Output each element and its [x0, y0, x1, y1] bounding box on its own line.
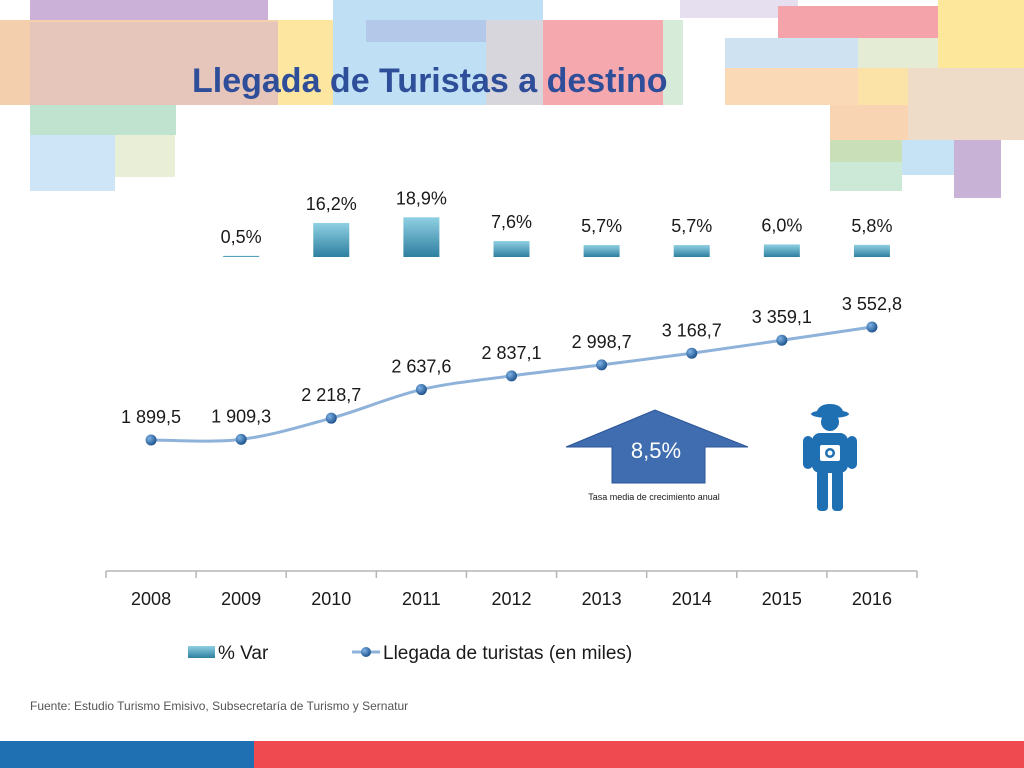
- decor-block: [858, 38, 938, 68]
- bar-data-label: 7,6%: [491, 212, 532, 232]
- legend: % Var Llegada de turistas (en miles): [188, 643, 632, 664]
- chart-area: 0,5% 16,2% 18,9% 7,6% 5,7% 5,7% 6,0% 5,8% 1 899…: [105, 188, 918, 664]
- decor-block: [830, 105, 908, 140]
- decor-block: [663, 20, 683, 105]
- decor-block: [680, 0, 798, 18]
- decor-block: [486, 20, 543, 105]
- bar: [763, 244, 800, 257]
- legend-bar-swatch: [188, 646, 215, 658]
- line-marker: [145, 434, 157, 446]
- bar-data-label: 18,9%: [396, 188, 447, 208]
- x-tick-label: 2014: [672, 589, 712, 609]
- bar: [313, 222, 350, 257]
- decor-block: [778, 6, 938, 38]
- decor-block: [954, 140, 1001, 198]
- x-tick-label: 2016: [852, 589, 892, 609]
- line-marker: [686, 347, 698, 359]
- footer-bar-blue: [0, 741, 254, 768]
- line-data-label: 2 837,1: [481, 343, 541, 363]
- bar-data-label: 5,7%: [581, 216, 622, 236]
- line-data-label: 2 637,6: [391, 357, 451, 377]
- bar-data-label: 6,0%: [761, 215, 802, 235]
- x-tick-label: 2015: [762, 589, 802, 609]
- decor-block: [830, 140, 902, 162]
- line-data-label: 2 998,7: [572, 332, 632, 352]
- decor-block: [938, 0, 1024, 68]
- x-tick-label: 2013: [582, 589, 622, 609]
- decor-block: [830, 162, 902, 191]
- bar: [853, 244, 890, 257]
- line-data-label: 2 218,7: [301, 385, 361, 405]
- tourist-icon: [803, 404, 857, 511]
- decor-block: [115, 135, 175, 177]
- line-data-label: 3 552,8: [842, 294, 902, 314]
- line-data-label: 1 899,5: [121, 407, 181, 427]
- x-tick-label: 2012: [491, 589, 531, 609]
- legend-line-marker: [361, 647, 371, 657]
- line-marker: [506, 370, 517, 382]
- line-marker: [776, 334, 788, 346]
- decor-block: [725, 38, 858, 68]
- bar-series: [223, 217, 890, 257]
- x-tick-label: 2010: [311, 589, 351, 609]
- decor-block: [908, 68, 1024, 140]
- decor-block: [30, 135, 115, 191]
- growth-rate-caption: Tasa media de crecimiento anual: [588, 492, 720, 502]
- line-marker: [235, 433, 247, 445]
- line-data-label: 3 359,1: [752, 307, 812, 327]
- line-marker: [415, 384, 427, 396]
- legend-bar-label: % Var: [218, 643, 269, 664]
- decor-block: [30, 0, 268, 22]
- line-marker: [325, 412, 337, 424]
- line-data-label: 1 909,3: [211, 406, 271, 426]
- x-axis-labels: 2008 2009 2010 2011 2012 2013 2014 2015 2016: [131, 589, 892, 609]
- bar-data-labels: 0,5% 16,2% 18,9% 7,6% 5,7% 5,7% 6,0% 5,8%: [221, 188, 893, 246]
- bar-data-label: 5,7%: [671, 216, 712, 236]
- page-title: Llegada de Turistas a destino: [192, 62, 668, 100]
- decor-block: [366, 20, 486, 42]
- decor-block: [30, 105, 176, 135]
- bar: [583, 245, 620, 257]
- growth-arrow: 8,5% Tasa media de crecimiento anual: [565, 409, 749, 502]
- decor-block: [278, 20, 333, 105]
- source-note: Fuente: Estudio Turismo Emisivo, Subsecr…: [30, 699, 409, 713]
- bar: [223, 255, 260, 257]
- decor-block: [30, 22, 278, 105]
- bar: [673, 245, 710, 257]
- bar: [403, 217, 440, 257]
- decor-block: [543, 20, 663, 105]
- decor-block: [902, 140, 954, 175]
- growth-rate-value: 8,5%: [631, 438, 681, 463]
- bar-data-label: 5,8%: [851, 216, 892, 236]
- line-marker: [596, 359, 608, 371]
- legend-line-label: Llegada de turistas (en miles): [383, 643, 632, 664]
- line-data-labels: 1 899,5 1 909,3 2 218,7 2 637,6 2 837,1 2 998…: [121, 294, 902, 427]
- bar-data-label: 0,5%: [221, 227, 262, 247]
- footer-bar-red: [254, 741, 1024, 768]
- arrow-up-icon: [565, 409, 749, 484]
- bar: [493, 241, 530, 257]
- line-marker: [866, 321, 878, 333]
- decor-block: [858, 68, 908, 105]
- x-axis-ticks: [105, 571, 918, 578]
- line-data-label: 3 168,7: [662, 320, 722, 340]
- x-tick-label: 2008: [131, 589, 171, 609]
- line-markers: [145, 321, 878, 446]
- x-tick-label: 2011: [402, 589, 441, 609]
- bar-data-label: 16,2%: [306, 194, 357, 214]
- x-tick-label: 2009: [221, 589, 261, 609]
